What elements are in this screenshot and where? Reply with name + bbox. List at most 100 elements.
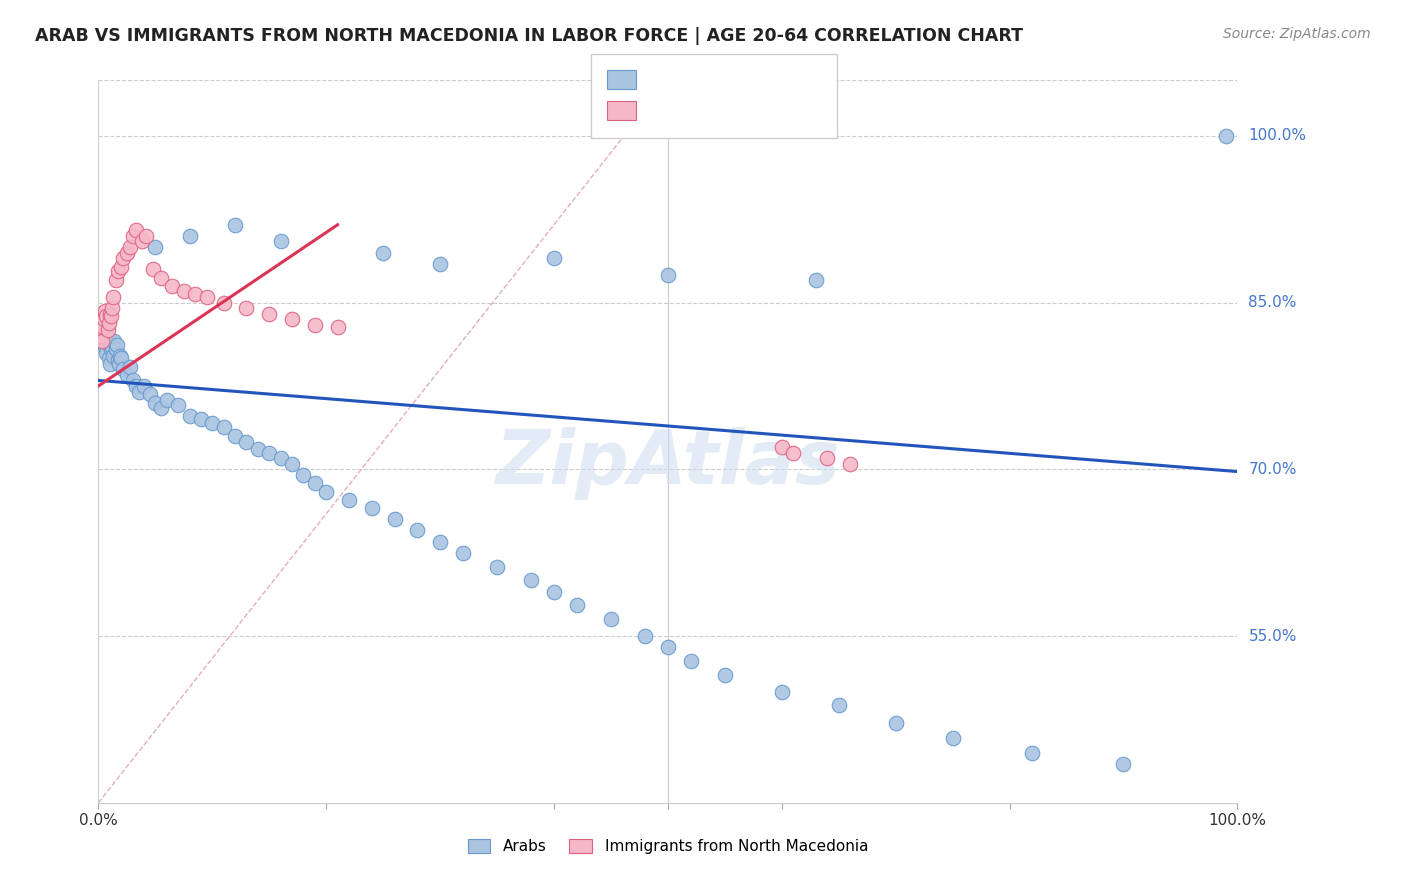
Legend: Arabs, Immigrants from North Macedonia: Arabs, Immigrants from North Macedonia xyxy=(461,833,875,860)
Point xyxy=(101,301,124,315)
Point xyxy=(162,279,184,293)
Text: N = 38: N = 38 xyxy=(738,102,800,120)
Point xyxy=(259,445,281,459)
Point xyxy=(326,320,349,334)
Text: 100.0%: 100.0% xyxy=(1249,128,1306,144)
Point xyxy=(125,223,148,237)
Point xyxy=(270,451,292,466)
Point xyxy=(98,307,121,321)
Point xyxy=(634,629,657,643)
Point xyxy=(108,349,131,363)
Point xyxy=(281,457,304,471)
Point xyxy=(135,228,157,243)
Point xyxy=(782,445,804,459)
Point xyxy=(270,235,292,249)
Point xyxy=(179,409,201,423)
Point xyxy=(145,240,167,254)
Point xyxy=(1215,128,1237,143)
Point xyxy=(1112,756,1135,771)
Point xyxy=(108,357,131,371)
Point xyxy=(145,395,167,409)
Point xyxy=(828,698,851,712)
Text: 85.0%: 85.0% xyxy=(1249,295,1296,310)
Point xyxy=(195,290,218,304)
Point xyxy=(112,362,135,376)
Text: R = -0.136: R = -0.136 xyxy=(644,70,741,88)
Point xyxy=(304,318,326,332)
Point xyxy=(942,731,965,746)
Point xyxy=(142,262,165,277)
Point xyxy=(770,684,793,698)
Point xyxy=(212,420,235,434)
Point xyxy=(104,273,127,287)
Point xyxy=(714,668,737,682)
Point xyxy=(429,257,451,271)
Point xyxy=(120,240,142,254)
Point xyxy=(281,312,304,326)
Point xyxy=(486,560,509,574)
Point xyxy=(235,434,257,449)
Point xyxy=(543,584,565,599)
Point xyxy=(100,309,122,323)
Text: ARAB VS IMMIGRANTS FROM NORTH MACEDONIA IN LABOR FORCE | AGE 20-64 CORRELATION C: ARAB VS IMMIGRANTS FROM NORTH MACEDONIA … xyxy=(35,27,1024,45)
Point xyxy=(96,323,118,337)
Text: 55.0%: 55.0% xyxy=(1249,629,1296,643)
Point xyxy=(128,384,150,399)
Point xyxy=(235,301,257,315)
Point xyxy=(190,412,212,426)
Point xyxy=(132,379,155,393)
Point xyxy=(98,357,121,371)
Point xyxy=(657,640,679,655)
Text: ZipAtlas: ZipAtlas xyxy=(495,426,841,500)
Point xyxy=(120,360,142,375)
Point xyxy=(150,401,173,416)
Point xyxy=(115,368,138,382)
Point xyxy=(600,612,623,626)
Point xyxy=(107,353,129,368)
Point xyxy=(406,524,429,538)
Point xyxy=(94,340,117,354)
Point xyxy=(179,228,201,243)
Point xyxy=(770,440,793,454)
Point xyxy=(246,442,269,457)
Point xyxy=(565,598,588,612)
Point xyxy=(337,493,360,508)
Point xyxy=(110,351,132,366)
Text: N = 65: N = 65 xyxy=(738,70,800,88)
Point xyxy=(96,345,118,359)
Point xyxy=(110,260,132,274)
Point xyxy=(103,290,125,304)
Point xyxy=(679,653,702,667)
Point xyxy=(184,286,207,301)
Point xyxy=(451,546,474,560)
Point xyxy=(657,268,679,282)
Text: 70.0%: 70.0% xyxy=(1249,462,1296,477)
Point xyxy=(360,501,382,516)
Point xyxy=(98,338,121,352)
Point xyxy=(103,349,125,363)
Point xyxy=(125,379,148,393)
Point xyxy=(804,273,827,287)
Point xyxy=(105,338,128,352)
Point xyxy=(304,475,326,490)
Point xyxy=(96,309,118,323)
Point xyxy=(259,307,281,321)
Point xyxy=(101,340,124,354)
Text: Source: ZipAtlas.com: Source: ZipAtlas.com xyxy=(1223,27,1371,41)
Point xyxy=(121,373,143,387)
Point xyxy=(815,451,838,466)
Point xyxy=(156,393,179,408)
Point xyxy=(224,218,246,232)
Point xyxy=(384,512,406,526)
Point xyxy=(121,228,143,243)
Point xyxy=(212,295,235,310)
Point xyxy=(543,251,565,265)
Point xyxy=(884,715,907,730)
Point xyxy=(371,245,394,260)
Point xyxy=(93,312,115,326)
Point xyxy=(1021,746,1043,760)
Point xyxy=(201,416,224,430)
Point xyxy=(97,351,120,366)
Point xyxy=(429,534,451,549)
Point xyxy=(94,304,117,318)
